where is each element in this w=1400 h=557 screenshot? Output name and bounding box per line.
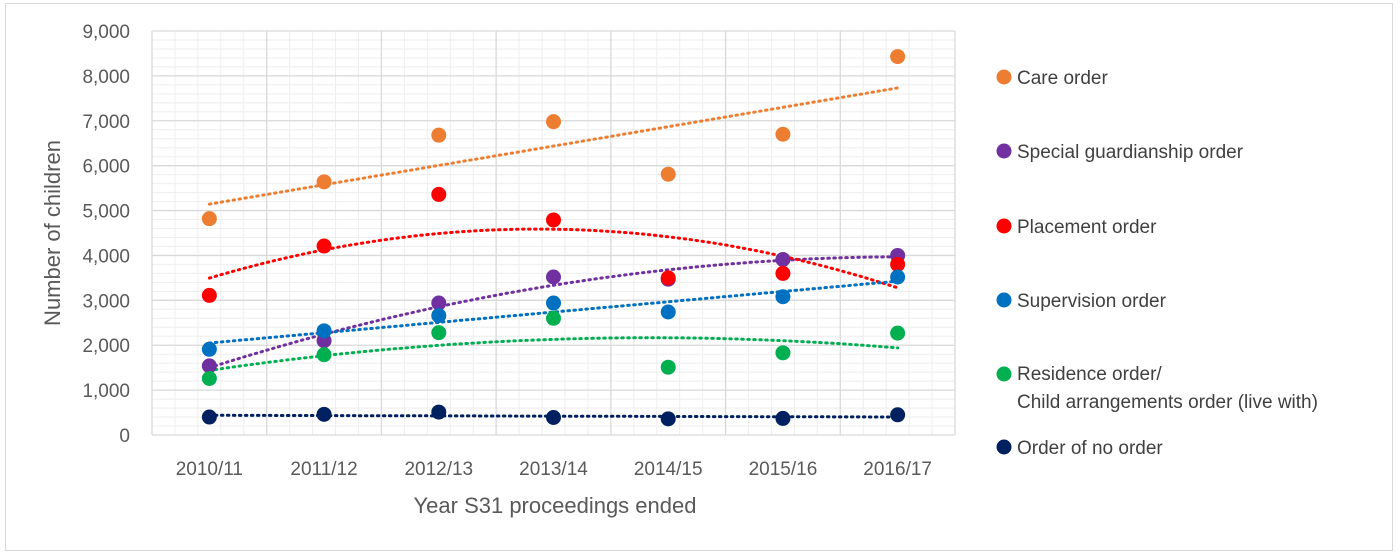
data-point [201,370,217,386]
chart-frame [5,3,1393,551]
data-point [775,265,791,281]
y-tick-label: 2,000 [82,336,130,357]
data-point [775,345,791,361]
data-point [546,269,561,285]
legend-marker [996,143,1012,159]
grid-layer [151,30,956,436]
data-point [890,407,906,423]
y-tick-label: 6,000 [82,157,130,178]
data-point [431,325,447,341]
data-point [890,325,906,341]
y-tick-label: 1,000 [82,381,130,402]
legend: Care order Special guardianship order Plac… [996,68,1318,459]
y-tick-label: 9,000 [82,22,130,43]
y-tick-label: 8,000 [82,67,130,88]
x-tick-label: 2010/11 [176,459,243,480]
data-point [431,186,447,202]
data-point [316,406,332,422]
data-point [201,358,217,374]
data-point [660,411,676,427]
legend-label: Residence order/ [1017,364,1162,385]
legend-label-line2: Child arrangements order (live with) [1017,392,1318,413]
data-point [890,256,906,272]
tick-label-layer: 0 1,000 2,000 3,000 4,000 5,000 6,000 7,000 8,00… [82,22,932,480]
legend-label: Care order [1017,68,1108,89]
data-point [546,212,561,228]
legend-label: Order of no order [1017,438,1163,459]
data-point [316,174,332,190]
data-point [431,127,447,143]
data-point [201,341,217,357]
data-point [546,295,561,311]
data-point [890,269,906,285]
legend-marker [996,218,1012,234]
data-point [431,295,447,311]
data-point [546,409,561,425]
data-point [775,410,791,426]
data-point [546,310,561,326]
data-point [431,404,447,420]
y-tick-label: 7,000 [82,112,130,133]
legend-label: Supervision order [1017,291,1167,312]
data-point [660,270,676,286]
data-point [316,323,332,339]
x-tick-label: 2013/14 [519,459,588,480]
data-point [546,114,561,130]
legend-marker [996,292,1012,308]
y-tick-label: 0 [119,426,130,447]
data-point [316,347,332,363]
y-axis-title: Number of children [40,140,65,326]
data-point [201,211,217,227]
data-point [660,359,676,375]
data-point [775,251,791,267]
x-tick-label: 2014/15 [634,459,703,480]
data-point [201,409,217,425]
legend-label: Placement order [1017,217,1157,238]
y-tick-label: 5,000 [82,202,130,223]
x-tick-label: 2016/17 [863,459,932,480]
data-point [775,126,791,142]
legend-label: Special guardianship order [1017,142,1244,163]
legend-marker [996,69,1012,85]
x-tick-label: 2015/16 [749,459,818,480]
legend-marker [996,439,1012,455]
trendline [207,227,900,290]
data-point [775,289,791,305]
data-point [201,287,217,303]
data-point [316,238,332,254]
x-tick-label: 2011/12 [290,459,357,480]
data-point [660,304,676,320]
x-axis-title: Year S31 proceedings ended [414,493,697,518]
data-point-layer [201,49,906,427]
y-tick-label: 4,000 [82,246,130,267]
data-point [890,49,906,65]
data-point [660,166,676,182]
x-tick-label: 2012/13 [404,459,473,480]
y-tick-label: 3,000 [82,291,130,312]
data-point [431,308,447,324]
legend-marker [996,366,1012,382]
